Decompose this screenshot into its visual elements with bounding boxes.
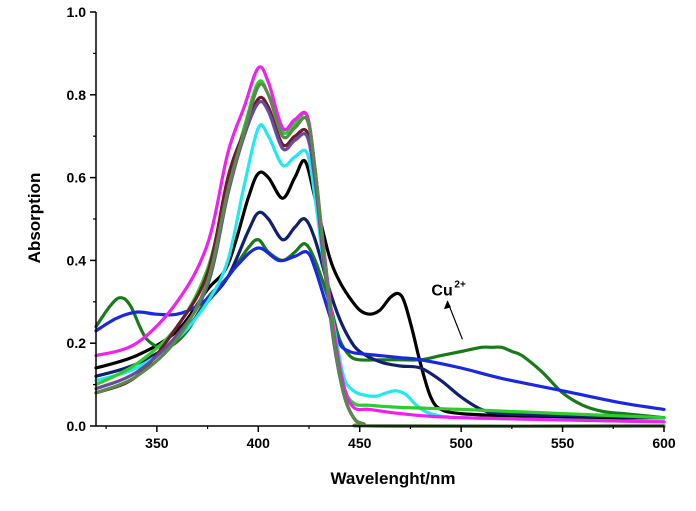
series-line-blue <box>94 246 666 411</box>
series-line-olive <box>94 82 666 428</box>
series-line-magenta <box>94 65 666 424</box>
annotation-label: Cu <box>431 282 452 299</box>
annotation-superscript: 2+ <box>454 279 466 290</box>
series-line-maroon <box>94 95 666 428</box>
y-tick-label: 0.0 <box>67 418 87 434</box>
series-line-cyan <box>94 123 666 424</box>
series-line-navy <box>94 210 666 420</box>
x-tick-label: 350 <box>145 435 169 451</box>
y-tick-label: 0.6 <box>67 170 87 186</box>
cu-annotation: Cu 2+ <box>431 279 466 340</box>
y-tick-label: 0.8 <box>67 87 87 103</box>
x-tick-label: 450 <box>348 435 372 451</box>
y-tick-label: 0.4 <box>67 252 87 268</box>
x-tick-label: 550 <box>551 435 575 451</box>
x-tick-label: 400 <box>247 435 271 451</box>
x-tick-label: 600 <box>652 435 676 451</box>
series-line-blank <box>94 158 666 420</box>
y-tick-label: 1.0 <box>67 4 87 20</box>
annotation-arrowhead <box>443 300 451 310</box>
y-axis-title: Absorption <box>25 173 44 264</box>
y-tick-label: 0.2 <box>67 335 87 351</box>
series-line-purple <box>94 100 666 428</box>
series-line-green <box>94 79 666 420</box>
annotation-arrow <box>446 301 463 340</box>
axis-layer: 350 400 450 500 550 600 0.0 0.2 0.4 0.6 0.8 1.0 <box>67 4 676 451</box>
x-axis-title: Wavelenght/nm <box>331 469 456 488</box>
series-layer <box>94 65 666 428</box>
x-tick-label: 500 <box>449 435 473 451</box>
